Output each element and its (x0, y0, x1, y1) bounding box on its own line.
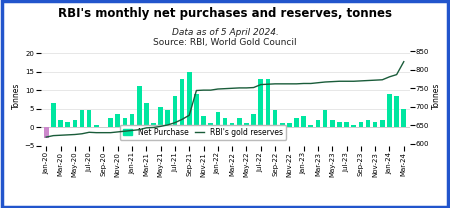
Bar (187, 72, 192, 127)
Bar (287, 123, 292, 127)
Bar (216, 112, 220, 127)
Bar (72, 120, 77, 127)
Bar (80, 110, 84, 127)
Bar (315, 120, 320, 127)
Bar (323, 110, 328, 127)
Text: Data as of 5 April 2024.: Data as of 5 April 2024. (171, 28, 279, 37)
Bar (166, 110, 170, 127)
Text: RBI's monthly net purchases and reserves, tonnes: RBI's monthly net purchases and reserves… (58, 7, 392, 20)
Bar (158, 107, 163, 127)
Bar (266, 79, 270, 127)
Bar (122, 118, 127, 127)
Bar (151, 123, 156, 127)
Legend: Net Purchase, RBI's gold reserves: Net Purchase, RBI's gold reserves (120, 125, 286, 140)
Bar (87, 110, 91, 127)
Bar (237, 118, 242, 127)
Bar (144, 103, 148, 127)
Bar (302, 116, 306, 127)
Bar (373, 121, 378, 127)
Bar (58, 120, 63, 127)
Bar (51, 103, 56, 127)
Bar (137, 87, 141, 127)
Bar (273, 110, 277, 127)
Bar (280, 123, 284, 127)
Bar (401, 109, 406, 127)
Bar (337, 121, 342, 127)
Bar (251, 114, 256, 127)
Bar (330, 120, 335, 127)
Y-axis label: Tonnes: Tonnes (432, 83, 441, 109)
Bar (230, 123, 234, 127)
Bar (344, 121, 349, 127)
Bar (294, 118, 299, 127)
Bar (380, 120, 385, 127)
Bar (351, 125, 356, 127)
Bar (130, 114, 135, 127)
Bar (108, 118, 113, 127)
Bar (366, 120, 370, 127)
Bar (94, 125, 99, 127)
Bar (223, 118, 227, 127)
Bar (359, 121, 363, 127)
Bar (387, 94, 392, 127)
Y-axis label: Tonnes: Tonnes (12, 83, 21, 109)
Bar (115, 114, 120, 127)
Bar (208, 123, 213, 127)
Bar (309, 125, 313, 127)
Bar (65, 121, 70, 127)
Text: Source: RBI, World Gold Council: Source: RBI, World Gold Council (153, 38, 297, 47)
Bar (258, 79, 263, 127)
Bar (180, 79, 184, 127)
Bar (201, 116, 206, 127)
Bar (394, 96, 399, 127)
Bar (44, 127, 49, 138)
Bar (173, 96, 177, 127)
Bar (244, 123, 249, 127)
Bar (194, 94, 199, 127)
